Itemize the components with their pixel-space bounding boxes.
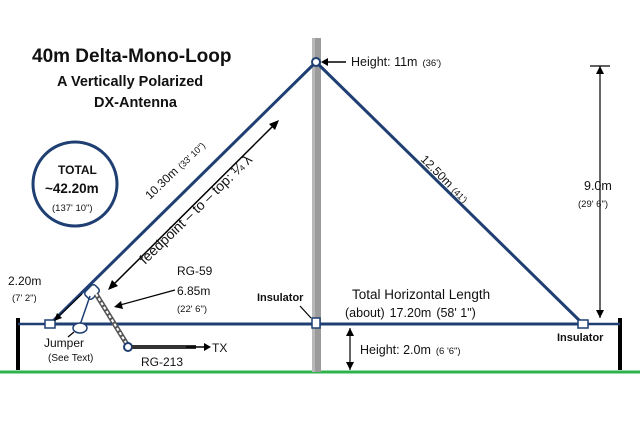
side-wire-metric: 2.20m xyxy=(8,274,41,288)
side-wire-arrow xyxy=(56,293,83,319)
low-height-head-top xyxy=(346,328,354,336)
mast-highlight xyxy=(312,38,315,372)
side-wire-arrow-head xyxy=(54,313,62,321)
jumper-loop xyxy=(72,322,88,334)
side-wire-imperial: (7' 2") xyxy=(12,293,37,304)
apex-height-arrow-head xyxy=(321,58,328,66)
title-line3: DX-Antenna xyxy=(94,95,178,111)
right-leg-wire xyxy=(314,60,585,326)
rg59-pointer xyxy=(119,289,176,306)
jumper-note: (See Text) xyxy=(48,353,93,364)
rg59-coax-inner xyxy=(95,293,129,347)
quarter-wave-arrow-head-top xyxy=(269,120,279,130)
quarter-wave-arrow xyxy=(112,124,275,286)
left-leg-length: 10.30m(33' 10") xyxy=(142,138,207,202)
apex-pulley xyxy=(311,57,321,67)
insulator-center-pointer xyxy=(299,305,312,319)
horizontal-length-line1: Total Horizontal Length xyxy=(352,287,490,302)
rg59-label: RG-59 xyxy=(177,264,213,278)
total-metric: ~42.20m xyxy=(45,181,99,196)
title-line1: 40m Delta-Mono-Loop xyxy=(32,46,232,67)
right-height-metric: 9.0m xyxy=(584,179,612,193)
insulator-center xyxy=(311,317,321,329)
tx-arrow-head xyxy=(204,343,211,351)
rg213-label: RG-213 xyxy=(141,355,183,369)
low-height-head-bottom xyxy=(346,362,354,370)
right-leg-length: 12.50m(41') xyxy=(418,152,472,206)
insulator-right xyxy=(577,319,589,329)
left-leg-wire xyxy=(48,60,318,326)
jumper-label: Jumper xyxy=(44,336,84,350)
coax-junction xyxy=(123,342,133,352)
low-height-label: Height: 2.0m (6 '6") xyxy=(360,343,461,357)
total-badge xyxy=(31,140,119,228)
right-height-head-top xyxy=(596,66,604,74)
insulator-center-label: Insulator xyxy=(257,292,304,304)
right-height-imperial: (29' 6") xyxy=(578,199,608,210)
insulator-left xyxy=(44,319,56,329)
total-label: TOTAL xyxy=(58,163,97,177)
rg59-imperial: (22' 6") xyxy=(177,304,207,315)
insulator-right-label: Insulator xyxy=(557,332,604,344)
feed-drop-wire xyxy=(79,295,91,326)
quarter-wave-arrow-head-bottom xyxy=(108,280,118,290)
jumper-pointer xyxy=(67,331,75,338)
central-mast xyxy=(312,38,321,372)
rg59-metric: 6.85m xyxy=(177,284,210,298)
title-line2: A Vertically Polarized xyxy=(57,74,203,90)
apex-height-label: Height: 11m (36') xyxy=(351,55,441,69)
rg59-pointer-head xyxy=(114,301,123,309)
tx-label: TX xyxy=(212,341,227,355)
total-imperial: (137' 10") xyxy=(52,203,93,214)
right-height-head-bottom xyxy=(596,310,604,318)
horizontal-length-line2: (about) 17.20m (58' 1") xyxy=(345,306,476,320)
quarter-wave-note: feedpoint – to – top: ¼ λ xyxy=(136,151,255,267)
